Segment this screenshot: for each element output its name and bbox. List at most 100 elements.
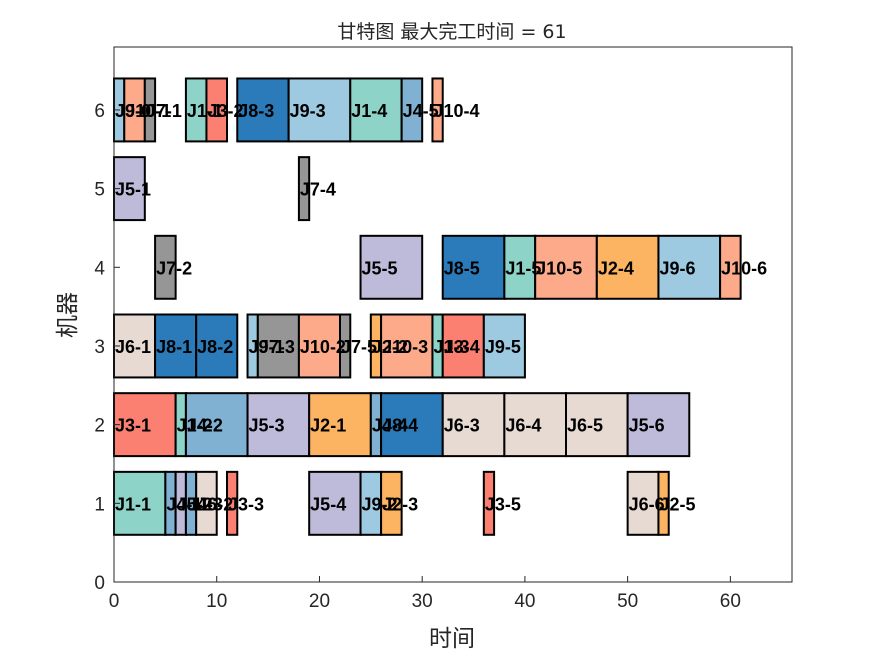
chart-title: 甘特图 最大完工时间 = 61 bbox=[337, 21, 566, 43]
task-label-j5-5: J5-5 bbox=[362, 258, 398, 278]
task-bar-j7-4 bbox=[297, 156, 311, 222]
task-bar-j9-3 bbox=[287, 77, 352, 143]
task-label-j1-1: J1-1 bbox=[115, 494, 151, 514]
task-bar-j6-2 bbox=[195, 470, 218, 536]
task-bar-j3-1 bbox=[113, 392, 177, 458]
task-label-j10-4: J10-4 bbox=[433, 101, 479, 121]
x-tick-label: 0 bbox=[109, 591, 120, 612]
task-bar-j6-5 bbox=[565, 392, 629, 458]
task-label-j9-6: J9-6 bbox=[659, 258, 695, 278]
task-label-j10-2: J10-2 bbox=[300, 337, 346, 357]
task-label-j5-3: J5-3 bbox=[249, 416, 285, 436]
task-bar-j10-2 bbox=[297, 313, 341, 379]
y-tick-label: 3 bbox=[94, 337, 105, 358]
task-label-j6-5: J6-5 bbox=[567, 416, 603, 436]
task-label-j7-1: J7-1 bbox=[146, 101, 182, 121]
x-tick-label: 60 bbox=[720, 591, 741, 612]
task-label-j2-1: J2-1 bbox=[310, 416, 346, 436]
task-label-j3-2: J3-2 bbox=[207, 101, 243, 121]
task-bar-j8-3 bbox=[236, 77, 290, 143]
x-tick-label: 40 bbox=[514, 591, 535, 612]
task-label-j3-5: J3-5 bbox=[485, 494, 521, 514]
task-label-j9-1: J9-1 bbox=[249, 337, 285, 357]
y-tick-label: 1 bbox=[94, 494, 105, 515]
task-bar-j3-2 bbox=[205, 77, 228, 143]
y-axis-label: 机器 bbox=[55, 292, 81, 338]
task-label-j3-3: J3-3 bbox=[228, 494, 264, 514]
task-label-j8-2: J8-2 bbox=[197, 337, 233, 357]
task-bar-j8-1 bbox=[154, 313, 198, 379]
task-label-j1-5: J1-5 bbox=[505, 258, 541, 278]
task-label-j4-4: J4-4 bbox=[372, 416, 408, 436]
task-label-j2-4: J2-4 bbox=[598, 258, 634, 278]
task-label-j3-4: J3-4 bbox=[444, 337, 480, 357]
task-label-j1-4: J1-4 bbox=[351, 101, 387, 121]
task-label-j7-4: J7-4 bbox=[300, 180, 336, 200]
task-bar-j2-1 bbox=[308, 392, 372, 458]
task-label-j5-2: J5-2 bbox=[177, 494, 213, 514]
task-label-j6-6: J6-6 bbox=[629, 494, 665, 514]
task-bar-j9-6 bbox=[657, 234, 722, 300]
task-label-j10-6: J10-6 bbox=[721, 258, 767, 278]
task-label-j4-2: J4-2 bbox=[187, 416, 223, 436]
x-tick-label: 20 bbox=[309, 591, 330, 612]
task-label-j10-5: J10-5 bbox=[536, 258, 582, 278]
task-bar-j9-5 bbox=[482, 313, 526, 379]
task-label-j1-1: J1-1 bbox=[187, 101, 223, 121]
task-label-j8-3: J8-3 bbox=[238, 101, 274, 121]
task-bar-j3-5 bbox=[482, 470, 496, 536]
y-tick-label: 5 bbox=[94, 180, 105, 201]
task-bar-j10-5 bbox=[534, 234, 598, 300]
task-label-j6-1: J6-1 bbox=[115, 337, 151, 357]
task-label-j7-5: J7-5 bbox=[341, 337, 377, 357]
task-label-j4-1: J4-1 bbox=[166, 494, 202, 514]
plot-area-frame bbox=[113, 46, 793, 583]
task-bar-j2-3 bbox=[380, 470, 403, 536]
task-bar-j6-6 bbox=[626, 470, 660, 536]
task-label-j8-1: J8-1 bbox=[156, 337, 192, 357]
task-bar-j7-1 bbox=[143, 77, 157, 143]
x-axis-ticks: 0 10 20 30 40 50 60 bbox=[109, 576, 741, 612]
task-bar-j3-3 bbox=[226, 470, 239, 536]
task-label-j8-4: J8-4 bbox=[382, 416, 418, 436]
x-tick-label: 10 bbox=[206, 591, 227, 612]
task-bar-j10-6 bbox=[719, 234, 742, 300]
task-label-j5-4: J5-4 bbox=[310, 494, 346, 514]
task-bar-j5-5 bbox=[359, 234, 424, 300]
task-label-j2-2: J2-2 bbox=[372, 337, 408, 357]
task-label-j5-1: J5-1 bbox=[115, 180, 151, 200]
task-bar-j4-5 bbox=[400, 77, 424, 143]
task-label-j3-1: J3-1 bbox=[115, 416, 151, 436]
task-label-j10-1: J10-1 bbox=[125, 101, 171, 121]
tasks-layer bbox=[113, 77, 742, 536]
task-bar-j1-5 bbox=[503, 234, 537, 300]
task-label-j1-3: J1-3 bbox=[433, 337, 469, 357]
task-label-j8-5: J8-5 bbox=[444, 258, 480, 278]
task-bar-j2-4 bbox=[595, 234, 660, 300]
task-label-j9-5: J9-5 bbox=[485, 337, 521, 357]
y-tick-label: 4 bbox=[94, 258, 105, 279]
task-label-j9-0: J9-0 bbox=[115, 101, 151, 121]
y-tick-label: 6 bbox=[94, 101, 105, 122]
task-label-j2-5: J2-5 bbox=[659, 494, 695, 514]
task-label-j2-3: J2-3 bbox=[382, 494, 418, 514]
y-tick-label: 0 bbox=[94, 573, 105, 594]
task-label-j7-3: J7-3 bbox=[259, 337, 295, 357]
task-label-j7-2: J7-2 bbox=[156, 258, 192, 278]
task-bar-j8-2 bbox=[195, 313, 239, 379]
task-bar-j6-3 bbox=[441, 392, 506, 458]
x-axis-label: 时间 bbox=[429, 626, 475, 652]
task-label-j1-2: J1-2 bbox=[177, 416, 213, 436]
task-label-j9-3: J9-3 bbox=[290, 101, 326, 121]
task-bar-j3-4 bbox=[441, 313, 485, 379]
task-label-j10-3: J10-3 bbox=[382, 337, 428, 357]
task-bar-j1-4 bbox=[349, 77, 403, 143]
task-bar-j10-4 bbox=[431, 77, 444, 143]
task-label-j4-3: J4-3 bbox=[187, 494, 223, 514]
task-label-j6-4: J6-4 bbox=[505, 416, 541, 436]
task-bar-j7-2 bbox=[154, 234, 177, 300]
task-label-j4-5: J4-5 bbox=[403, 101, 439, 121]
task-label-j5-6: J5-6 bbox=[629, 416, 665, 436]
task-bar-j7-5 bbox=[339, 313, 352, 379]
